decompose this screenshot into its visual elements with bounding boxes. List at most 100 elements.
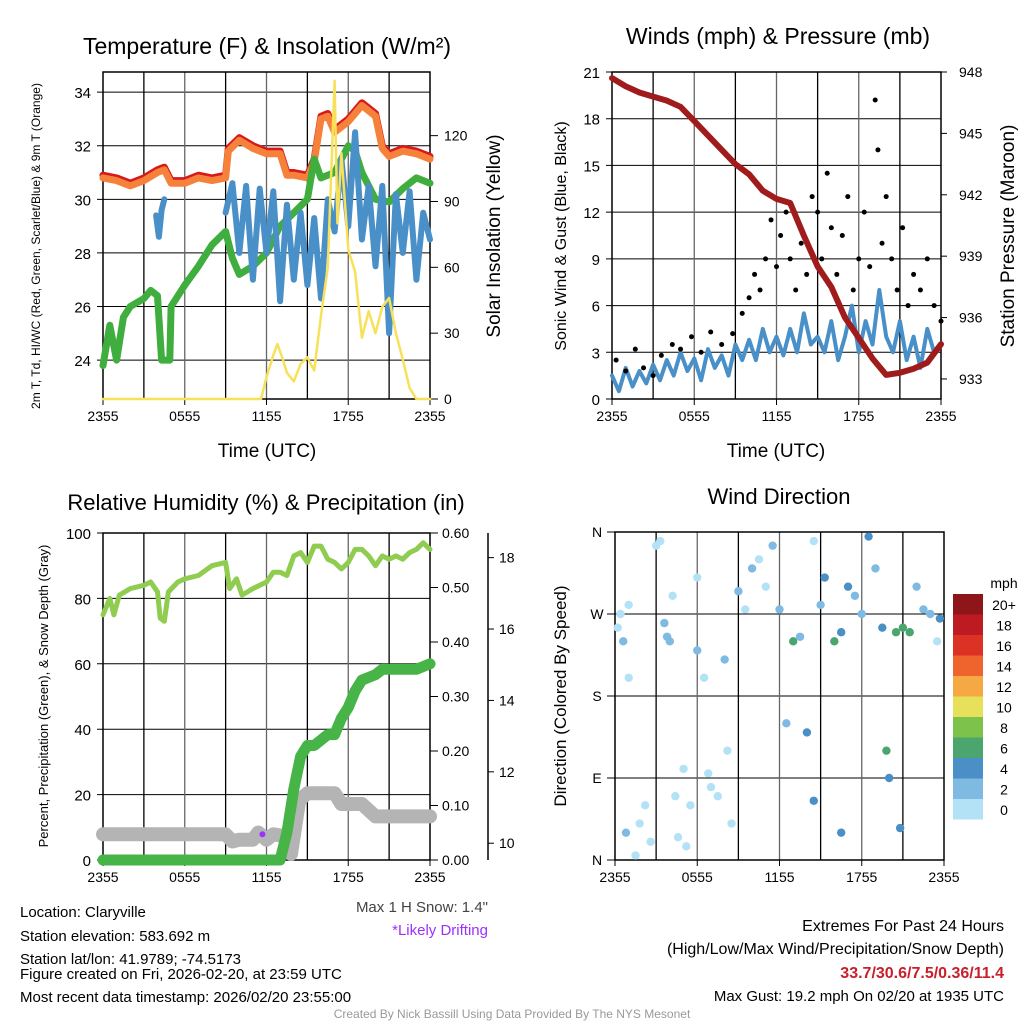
y-tick-label: 9	[592, 252, 600, 269]
legend-label: 8	[1000, 720, 1008, 736]
y-axis-label: Percent, Precipitation (Green), & Snow D…	[36, 545, 51, 848]
right-tick-label: 120	[444, 128, 468, 144]
legend-swatch	[953, 594, 983, 615]
gust-point	[809, 194, 815, 200]
right-tick-label: 0	[444, 391, 452, 407]
right-tick-label: 945	[959, 125, 983, 141]
wind-direction-point	[761, 582, 770, 591]
x-tick-label: 2355	[87, 408, 118, 424]
credit-text: Created By Nick Bassill Using Data Provi…	[333, 1007, 691, 1021]
legend-swatch	[953, 696, 983, 717]
legend-swatch	[953, 635, 983, 656]
series-line-wind-chill	[153, 196, 168, 240]
wind-direction-point	[706, 782, 716, 792]
series-line-station-pressure	[609, 75, 944, 378]
gust-point	[757, 287, 763, 293]
x-tick-label: 1155	[761, 408, 791, 424]
gust-point	[905, 303, 911, 309]
wind-direction-point	[768, 541, 777, 550]
wind-direction-point	[656, 536, 665, 546]
wind-direction-point	[747, 564, 757, 573]
y-tick-label: 26	[74, 300, 91, 317]
y-tick-label: 30	[74, 192, 91, 209]
x-axis-label: Time (UTC)	[727, 441, 826, 462]
wind-direction-point	[898, 623, 908, 632]
wind-direction-point	[723, 746, 732, 755]
wind-direction-point	[816, 600, 825, 610]
wind-direction-point	[668, 591, 677, 600]
x-tick-label: 2355	[599, 869, 630, 885]
wind-direction-point	[660, 618, 669, 628]
right-tick-label: 948	[959, 64, 983, 80]
gust-point	[774, 264, 779, 270]
y-tick-label: 3	[592, 345, 600, 362]
wind-direction-point	[864, 532, 873, 541]
max-gust-text: Max Gust: 19.2 mph On 02/20 at 1935 UTC	[713, 988, 1004, 1005]
snow-tick-label: 10	[499, 835, 515, 851]
wind-direction-point	[926, 609, 935, 619]
legend-label: 18	[996, 618, 1012, 634]
gust-point	[861, 209, 867, 215]
wind-direction-point	[624, 673, 633, 682]
x-tick-label: 1155	[251, 869, 281, 885]
wind-direction-point	[830, 637, 839, 646]
right-axis-label: Solar Insolation (Yellow)	[484, 134, 505, 337]
gust-point	[824, 170, 830, 176]
created-text: Figure created on Fri, 2026-02-20, at 23…	[20, 966, 342, 983]
y-tick-label: 32	[74, 139, 91, 156]
elevation-text: Station elevation: 583.692 m	[20, 928, 211, 945]
legend-swatch	[953, 799, 983, 820]
gust-point	[678, 346, 684, 352]
x-tick-label: 2355	[925, 408, 956, 424]
gust-point	[819, 256, 825, 262]
x-tick-label: 0555	[682, 869, 713, 885]
legend-label: 20+	[992, 597, 1016, 613]
x-tick-label: 2355	[928, 869, 959, 885]
gust-point	[698, 349, 704, 355]
gust-point	[798, 240, 804, 246]
wind-direction-point	[820, 573, 829, 582]
wind-direction-point	[635, 819, 644, 828]
gust-point	[839, 233, 845, 238]
legend-label: 4	[1000, 761, 1008, 777]
x-tick-label: 1755	[333, 408, 364, 424]
y-tick-label: 28	[74, 246, 91, 263]
snow-tick-label: 14	[499, 692, 515, 708]
y-tick-label: 6	[592, 299, 600, 316]
wind-direction-point	[621, 828, 631, 837]
extremes-title: Extremes For Past 24 Hours	[802, 918, 1004, 935]
y-tick-label: 0	[83, 853, 91, 870]
gust-point	[641, 365, 647, 371]
wind-direction-point	[919, 605, 928, 614]
wind-direction-point	[682, 842, 691, 851]
wind-direction-point	[782, 719, 791, 728]
gust-point	[931, 303, 937, 309]
snow-tick-label: 16	[499, 621, 515, 637]
legend-swatch	[953, 778, 983, 799]
legend-label: 10	[996, 700, 1012, 716]
wind-direction-point	[878, 623, 887, 632]
gust-point	[924, 256, 930, 262]
gust-point	[708, 329, 714, 335]
wind-direction-point	[891, 628, 901, 637]
direction-tick-label: N	[592, 524, 602, 540]
wind-direction-point	[631, 851, 640, 860]
direction-tick-label: N	[592, 852, 602, 868]
wind-direction-point	[809, 536, 818, 546]
gust-point	[917, 287, 923, 293]
max-snow-annotation: Max 1 H Snow: 1.4"	[355, 899, 488, 916]
y-tick-label: 80	[74, 591, 91, 608]
legend-swatch	[953, 758, 983, 779]
gust-point	[828, 225, 834, 231]
gust-point	[834, 271, 840, 277]
right-tick-label: 90	[444, 193, 460, 209]
gust-point	[658, 352, 664, 358]
wind-direction-point	[741, 605, 750, 614]
y-tick-label: 20	[74, 788, 91, 805]
wind-direction-point	[932, 637, 942, 646]
right-tick-label: 939	[959, 248, 983, 264]
precip-tick-label: 0.00	[442, 852, 469, 868]
gust-point	[768, 217, 774, 223]
gust-point	[746, 295, 752, 301]
extremes-legend: (High/Low/Max Wind/Precipitation/Snow De…	[666, 941, 1004, 958]
